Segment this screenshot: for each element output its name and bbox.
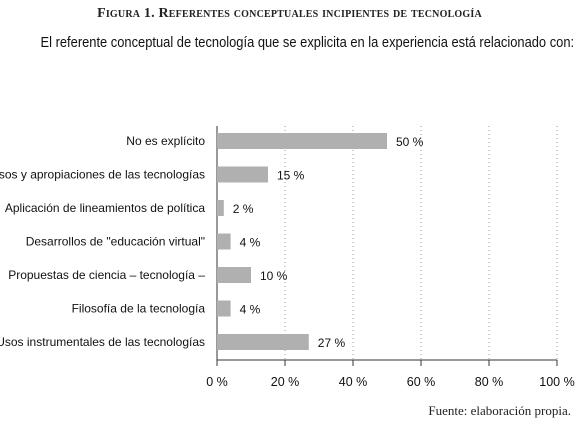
figure-title: Figura 1. Referentes conceptuales incipi…: [97, 6, 482, 21]
category-label: Aplicación de lineamientos de política: [5, 201, 205, 215]
chart-subtitle: El referente conceptual de tecnología qu…: [40, 34, 575, 51]
x-tick-label: 20 %: [271, 375, 300, 389]
x-tick-label: 80 %: [475, 375, 504, 389]
bar: [217, 133, 387, 149]
category-label: Usos instrumentales de las tecnologías: [0, 335, 205, 349]
data-label: 10 %: [260, 269, 288, 283]
data-label: 50 %: [396, 135, 424, 149]
bar: [217, 267, 251, 283]
category-label: Propuestas de ciencia – tecnología –: [8, 268, 205, 282]
data-label: 4 %: [240, 303, 261, 317]
category-label: No es explícito: [126, 134, 205, 148]
data-label: 4 %: [240, 236, 261, 250]
x-tick-label: 40 %: [339, 375, 368, 389]
category-label: Filosofía de la tecnología: [72, 302, 206, 316]
x-tick-label: 60 %: [407, 375, 436, 389]
data-label: 15 %: [277, 169, 305, 183]
bar: [217, 200, 224, 216]
source-note: Fuente: elaboración propia.: [428, 403, 571, 418]
category-label: Desarrollos de "educación virtual": [26, 235, 205, 249]
x-tick-label: 0 %: [206, 375, 228, 389]
data-label: 2 %: [233, 202, 254, 216]
bar: [217, 166, 268, 183]
bar: [217, 300, 231, 317]
x-tick-label: 100 %: [539, 375, 574, 389]
data-label: 27 %: [318, 336, 346, 350]
bar: [217, 233, 231, 250]
category-label: Usos y apropiaciones de las tecnologías: [0, 168, 205, 182]
bar: [217, 334, 309, 350]
